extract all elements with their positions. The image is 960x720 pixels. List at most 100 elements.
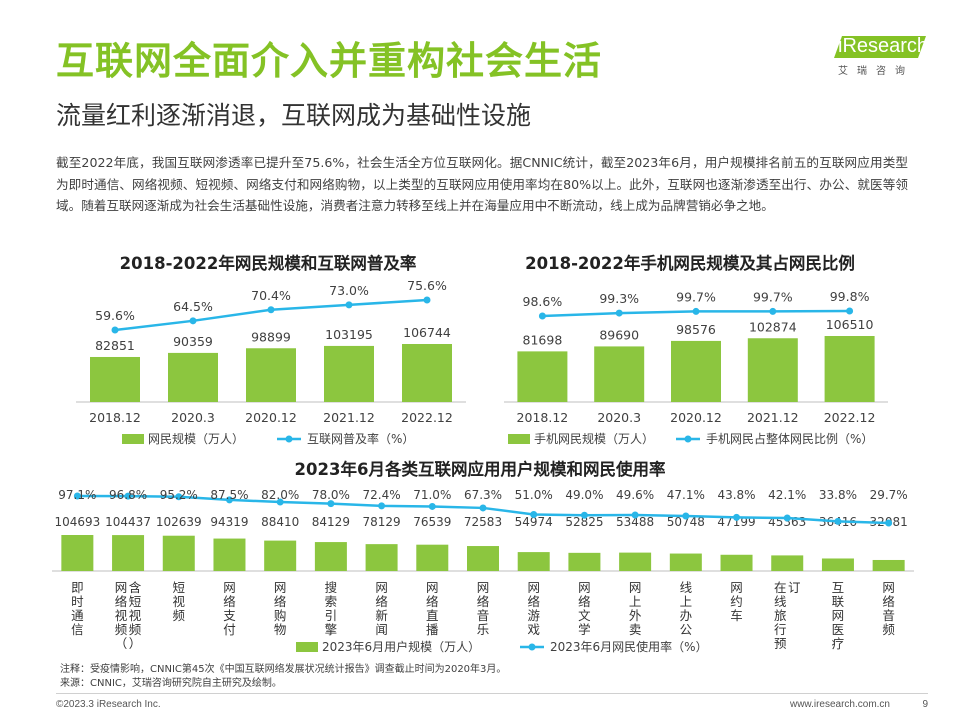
chart1-line-label: 70.4% (251, 288, 291, 303)
chart2-line-point (615, 309, 623, 317)
chart3-line-label: 67.3% (464, 488, 502, 502)
chart3-x-tick: 在线旅行预订 (774, 580, 801, 651)
chart2-line-point (769, 307, 777, 315)
logo-subtext: 艾瑞咨询 (838, 66, 914, 77)
chart3-bar-label: 102639 (156, 515, 202, 529)
chart3-bar (416, 544, 449, 571)
chart3-x-tick: 网上外卖 (629, 580, 642, 637)
chart1-bar-label: 82851 (95, 338, 135, 353)
chart2-bar-label: 81698 (523, 332, 563, 347)
chart3-line-point (175, 493, 183, 501)
chart2-bar (824, 336, 875, 402)
chart3-line-label: 96.8% (109, 488, 147, 502)
chart2-bar (671, 340, 721, 402)
chart1-bar-label: 90359 (173, 334, 213, 349)
chart2-line-label: 99.7% (753, 289, 793, 304)
chart3-bar-label: 88410 (261, 515, 299, 529)
chart2-line-label: 99.8% (830, 289, 870, 304)
chart3-bar (467, 546, 499, 571)
chart3-line-point (327, 500, 335, 508)
chart2-bar-label: 98576 (676, 322, 716, 337)
chart2-x-tick: 2020.12 (670, 410, 722, 425)
chart-note: 注释：受疫情影响，CNNIC第45次《中国互联网络发展状况统计报告》调查截止时间… (60, 664, 507, 675)
chart3-title: 2023年6月各类互联网应用用户规模和网民使用率 (294, 460, 666, 479)
chart-source: 来源：CNNIC，艾瑞咨询研究院自主研究及绘制。 (60, 678, 282, 689)
chart2-title: 2018-2022年手机网民规模及其占网民比例 (525, 254, 855, 273)
chart3-line-point (631, 511, 639, 519)
chart3-x-tick: 网络游戏 (527, 580, 540, 637)
chart1-x-tick: 2018.12 (89, 410, 141, 425)
chart3-x-tick: 网络视频（含短视频） (115, 580, 142, 651)
chart1-line-point (189, 317, 197, 325)
footer-divider (56, 693, 928, 694)
chart3-line-point (682, 512, 690, 520)
chart2-x-tick: 2022.12 (824, 410, 876, 425)
chart2-bar (517, 351, 568, 402)
chart3-bar-label: 54974 (515, 515, 553, 529)
chart3-line-point (276, 498, 284, 506)
chart2-x-tick: 2018.12 (517, 410, 569, 425)
chart2-bar (747, 338, 798, 402)
intro-paragraph: 截至2022年底，我国互联网渗透率已提升至75.6%，社会生活全方位互联网化。据… (56, 155, 908, 213)
chart3-line-label: 71.0% (413, 488, 451, 502)
chart1-line-label: 59.6% (95, 308, 135, 323)
chart3-line-label: 95.2% (160, 488, 198, 502)
chart1-bar-label: 103195 (325, 327, 373, 342)
chart3-legend-bar-label: 2023年6月用户规模（万人） (322, 639, 480, 654)
chart3-x-tick: 网络音乐 (477, 580, 490, 637)
page-subtitle: 流量红利逐渐消退，互联网成为基础性设施 (56, 101, 532, 130)
chart2-x-tick: 2020.3 (597, 410, 641, 425)
chart3-bar-label: 84129 (312, 515, 350, 529)
chart3-line-point (530, 510, 538, 518)
chart1-line-label: 75.6% (407, 278, 447, 293)
chart2-bar-label: 106510 (826, 317, 874, 332)
page-number: 9 (922, 699, 928, 710)
chart2-line-label: 99.7% (676, 289, 716, 304)
chart3-line-label: 51.0% (515, 488, 553, 502)
chart3-line-point (885, 519, 893, 527)
chart3-line-label: 49.6% (616, 488, 654, 502)
chart2-bar (594, 346, 645, 402)
chart3-bar-label: 53488 (616, 515, 654, 529)
website-link[interactable]: www.iresearch.com.cn (789, 699, 890, 710)
chart3-bar (771, 555, 804, 571)
chart3-bar (162, 535, 195, 571)
chart3-x-tick: 短视频 (173, 580, 186, 623)
chart3-line-point (225, 496, 233, 504)
chart3-bar-label: 94319 (210, 515, 248, 529)
chart3-x-tick: 搜索引擎 (325, 580, 338, 637)
chart3-line-label: 47.1% (667, 488, 705, 502)
chart3-line-point (834, 517, 842, 525)
chart1-line-point (111, 326, 119, 334)
chart3-x-tick: 网约车 (730, 580, 743, 623)
chart3-line-label: 87.5% (210, 488, 248, 502)
chart3-legend-line-marker (528, 643, 536, 651)
chart3-line-label: 97.1% (58, 488, 96, 502)
chart3-bar (112, 535, 145, 571)
chart3-line-label: 29.7% (870, 488, 908, 502)
chart3-bar-label: 78129 (362, 515, 400, 529)
chart3-bar-label: 76539 (413, 515, 451, 529)
iresearch-logo: iResearch 艾瑞咨询 (832, 34, 928, 84)
chart2-legend-bar-swatch (508, 434, 530, 444)
page-title: 互联网全面介入并重构社会生活 (56, 39, 603, 83)
chart3-line-point (124, 492, 132, 500)
chart2-legend-line-marker (684, 435, 692, 443)
chart3-bar (669, 553, 702, 571)
chart3-bar (720, 554, 753, 571)
chart1-bar-label: 106744 (403, 325, 451, 340)
chart2-bar-label: 89690 (599, 327, 639, 342)
chart1-line-point (423, 296, 431, 304)
copyright-text: ©2023.3 iResearch Inc. (56, 699, 161, 710)
chart3-bar (61, 535, 94, 571)
chart2-line-point (538, 312, 546, 320)
chart1-legend-bar-label: 网民规模（万人） (148, 431, 244, 446)
chart3-x-tick: 即时通信 (71, 580, 84, 637)
chart1-bar-label: 98899 (251, 329, 291, 344)
chart3-line-label: 49.0% (565, 488, 603, 502)
chart3-line-point (73, 492, 81, 500)
chart3-line-label: 78.0% (312, 488, 350, 502)
chart3-bar (314, 542, 347, 571)
chart2-line-point (692, 307, 700, 315)
